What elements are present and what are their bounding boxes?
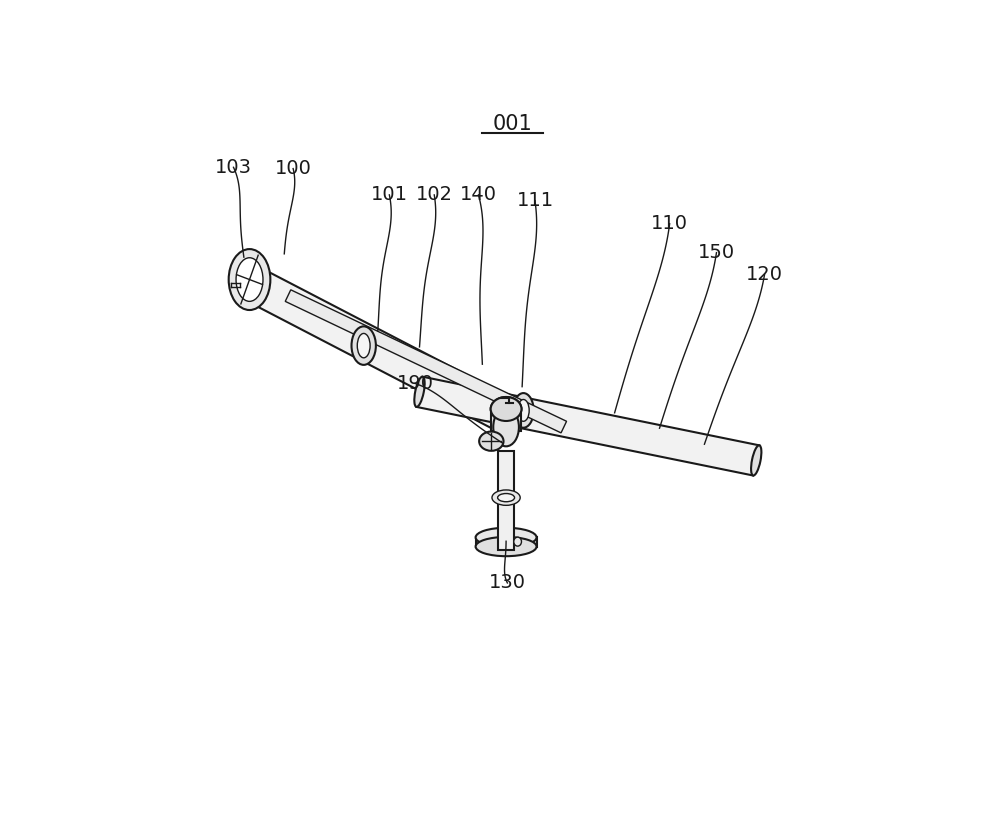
Text: 150: 150 (698, 243, 735, 262)
Ellipse shape (498, 493, 515, 501)
Ellipse shape (479, 431, 504, 451)
Text: 110: 110 (651, 214, 688, 233)
Polygon shape (491, 409, 521, 431)
Ellipse shape (491, 397, 521, 421)
Text: 102: 102 (416, 186, 453, 204)
Polygon shape (498, 451, 514, 551)
Text: 140: 140 (460, 186, 497, 204)
Ellipse shape (513, 393, 534, 427)
Ellipse shape (476, 537, 537, 556)
Ellipse shape (492, 490, 520, 506)
Ellipse shape (238, 262, 251, 297)
Ellipse shape (357, 333, 370, 358)
Ellipse shape (751, 446, 761, 476)
Polygon shape (285, 290, 567, 433)
Ellipse shape (476, 528, 537, 547)
Text: 103: 103 (215, 157, 252, 177)
Text: 100: 100 (275, 159, 312, 178)
Ellipse shape (352, 327, 376, 365)
Text: 001: 001 (493, 114, 532, 134)
Polygon shape (476, 537, 537, 546)
Text: 111: 111 (516, 191, 554, 210)
Text: 190: 190 (397, 374, 434, 393)
Ellipse shape (518, 400, 529, 421)
Text: 130: 130 (489, 573, 526, 592)
Ellipse shape (229, 249, 270, 310)
Polygon shape (416, 377, 759, 476)
Text: 101: 101 (371, 186, 408, 204)
Ellipse shape (493, 408, 519, 446)
Ellipse shape (514, 537, 521, 546)
Text: 120: 120 (746, 265, 783, 284)
Ellipse shape (236, 257, 263, 302)
Ellipse shape (500, 397, 512, 433)
Ellipse shape (414, 377, 425, 407)
Polygon shape (236, 263, 514, 431)
Ellipse shape (491, 397, 521, 421)
